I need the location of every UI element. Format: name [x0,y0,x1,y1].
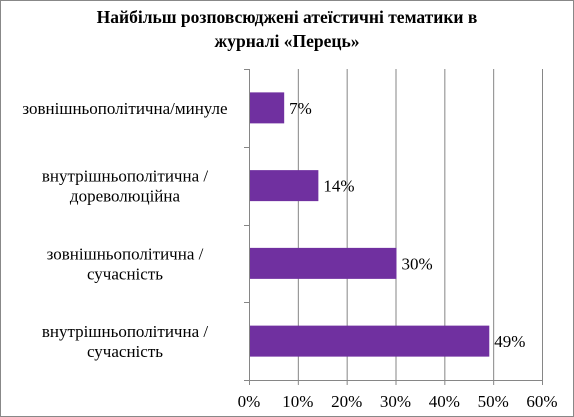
category-label-1-line-0: внутрішньополітична / [42,167,208,186]
data-label-1: 14% [323,177,354,196]
x-tick-label-3: 30% [380,392,411,411]
data-label-3: 49% [494,332,525,351]
chart-title-line-1: Найбільш розповсюджені атеїстичні темати… [96,7,478,27]
category-label-1: внутрішньополітична / дореволюційна [42,167,208,206]
category-label-2: зовнішньополітична / сучасність [47,244,204,283]
category-label-1-line-1: дореволюційна [70,187,181,206]
x-tick-label-6: 60% [526,392,557,411]
category-label-3-line-1: сучасність [87,342,163,361]
category-label-3-line-0: внутрішньополітична / [42,322,208,341]
bar-0 [250,92,285,124]
category-label-3: внутрішньополітична / сучасність [42,322,208,361]
category-label-2-line-1: сучасність [87,264,163,283]
x-tick-label-4: 40% [429,392,460,411]
x-tick-label-0: 0% [238,392,261,411]
category-label-2-line-0: зовнішньополітична / [47,244,204,263]
x-tick-label-2: 20% [331,392,362,411]
chart-title-line-2: журналі «Перець» [214,31,360,51]
category-label-0-line-0: зовнішньополітична/минуле [22,99,227,118]
bar-3 [250,325,490,357]
data-label-0: 7% [289,99,312,118]
bar-1 [250,170,319,202]
x-tick-label-1: 10% [282,392,313,411]
category-label-0: зовнішньополітична/минуле [22,99,227,118]
bar-2 [250,247,397,279]
chart-title: Найбільш розповсюджені атеїстичні темати… [1,5,573,53]
x-tick-label-5: 50% [478,392,509,411]
data-label-2: 30% [402,254,433,273]
